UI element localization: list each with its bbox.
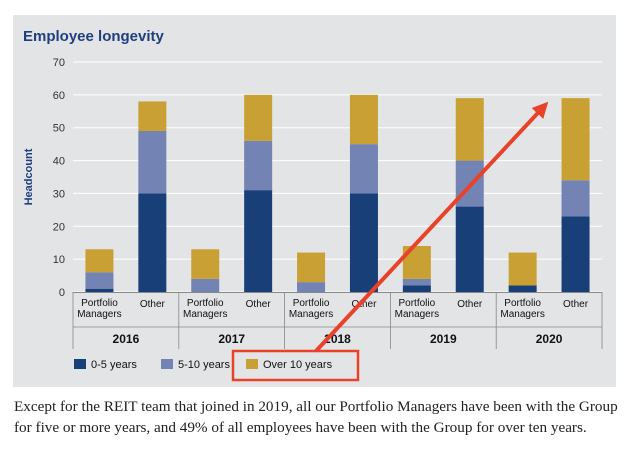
bar-segment-3 [244, 94, 273, 141]
group-label: 2020 [536, 332, 563, 346]
bar-segment-2 [561, 180, 590, 217]
y-tick-label: 70 [53, 57, 65, 69]
group-label: 2019 [430, 332, 457, 346]
bars-layer [85, 94, 590, 292]
x-tick-label: Portfolio Managers [183, 298, 227, 320]
legend-label: Over 10 years [263, 359, 333, 371]
y-tick-label: 40 [53, 156, 65, 168]
bar-segment-2 [402, 278, 431, 286]
bar-segment-1 [508, 285, 537, 292]
legend-swatch [161, 359, 173, 369]
y-tick-label: 20 [53, 221, 65, 233]
x-tick-label: Portfolio Managers [500, 298, 544, 320]
y-tick-label: 30 [53, 188, 65, 200]
bar-segment-3 [455, 98, 484, 161]
bar-segment-3 [561, 98, 590, 181]
x-tick-label: Other [457, 299, 483, 310]
x-axis: Portfolio Managers Other Portfolio Managers O… [72, 292, 603, 349]
y-tick-label: 0 [59, 287, 65, 299]
x-tick-label: Other [563, 299, 589, 310]
chart-svg: Employee longevity 0 10 20 30 40 50 60 70 Headc… [23, 28, 603, 382]
group-label: 2017 [218, 332, 245, 346]
chart-title: Employee longevity [23, 28, 165, 45]
y-tick-label: 60 [53, 90, 65, 102]
x-tick-label: Portfolio Managers [395, 298, 439, 320]
legend-swatch [246, 359, 258, 369]
bar-segment-1 [244, 190, 273, 292]
highlight-box [231, 349, 360, 382]
bar-segment-3 [297, 252, 326, 283]
legend: 0-5 years 5-10 years Over 10 years [74, 359, 333, 371]
ytick-layer: 0 10 20 30 40 50 60 70 [53, 57, 65, 299]
x-tick-label: Other [246, 299, 272, 310]
caption-text: Except for the REIT team that joined in … [14, 398, 618, 436]
group-label: 2016 [113, 332, 140, 346]
bar-segment-1 [349, 193, 378, 292]
bar-segment-2 [85, 272, 114, 289]
annotation-arrow [314, 101, 549, 353]
x-tick-label: Portfolio Managers [289, 298, 333, 320]
bar-segment-2 [244, 140, 273, 191]
bar-segment-3 [508, 252, 537, 286]
bar-segment-2 [349, 144, 378, 194]
bar-segment-2 [297, 282, 326, 292]
bar-segment-3 [138, 101, 167, 131]
y-axis-label: Headcount [23, 148, 35, 205]
chart-panel: Employee longevity 0 10 20 30 40 50 60 70 Headc… [13, 15, 616, 387]
bar-segment-1 [402, 285, 431, 292]
bar-segment-2 [138, 131, 167, 194]
bar-segment-3 [349, 94, 378, 145]
bar-segment-3 [85, 249, 114, 273]
bar-segment-1 [561, 216, 590, 292]
annotation-layer [231, 101, 549, 382]
bar-segment-1 [138, 193, 167, 292]
x-tick-label: Portfolio Managers [77, 298, 121, 320]
legend-swatch [74, 359, 86, 369]
legend-label: 5-10 years [178, 359, 230, 371]
bar-segment-1 [455, 206, 484, 292]
y-tick-label: 50 [53, 123, 65, 135]
x-tick-label: Other [351, 299, 377, 310]
legend-label: 0-5 years [91, 359, 137, 371]
bar-segment-1 [85, 288, 114, 292]
bar-segment-3 [191, 249, 220, 279]
y-tick-label: 10 [53, 254, 65, 266]
x-tick-label: Other [140, 299, 166, 310]
bar-segment-2 [191, 278, 220, 292]
